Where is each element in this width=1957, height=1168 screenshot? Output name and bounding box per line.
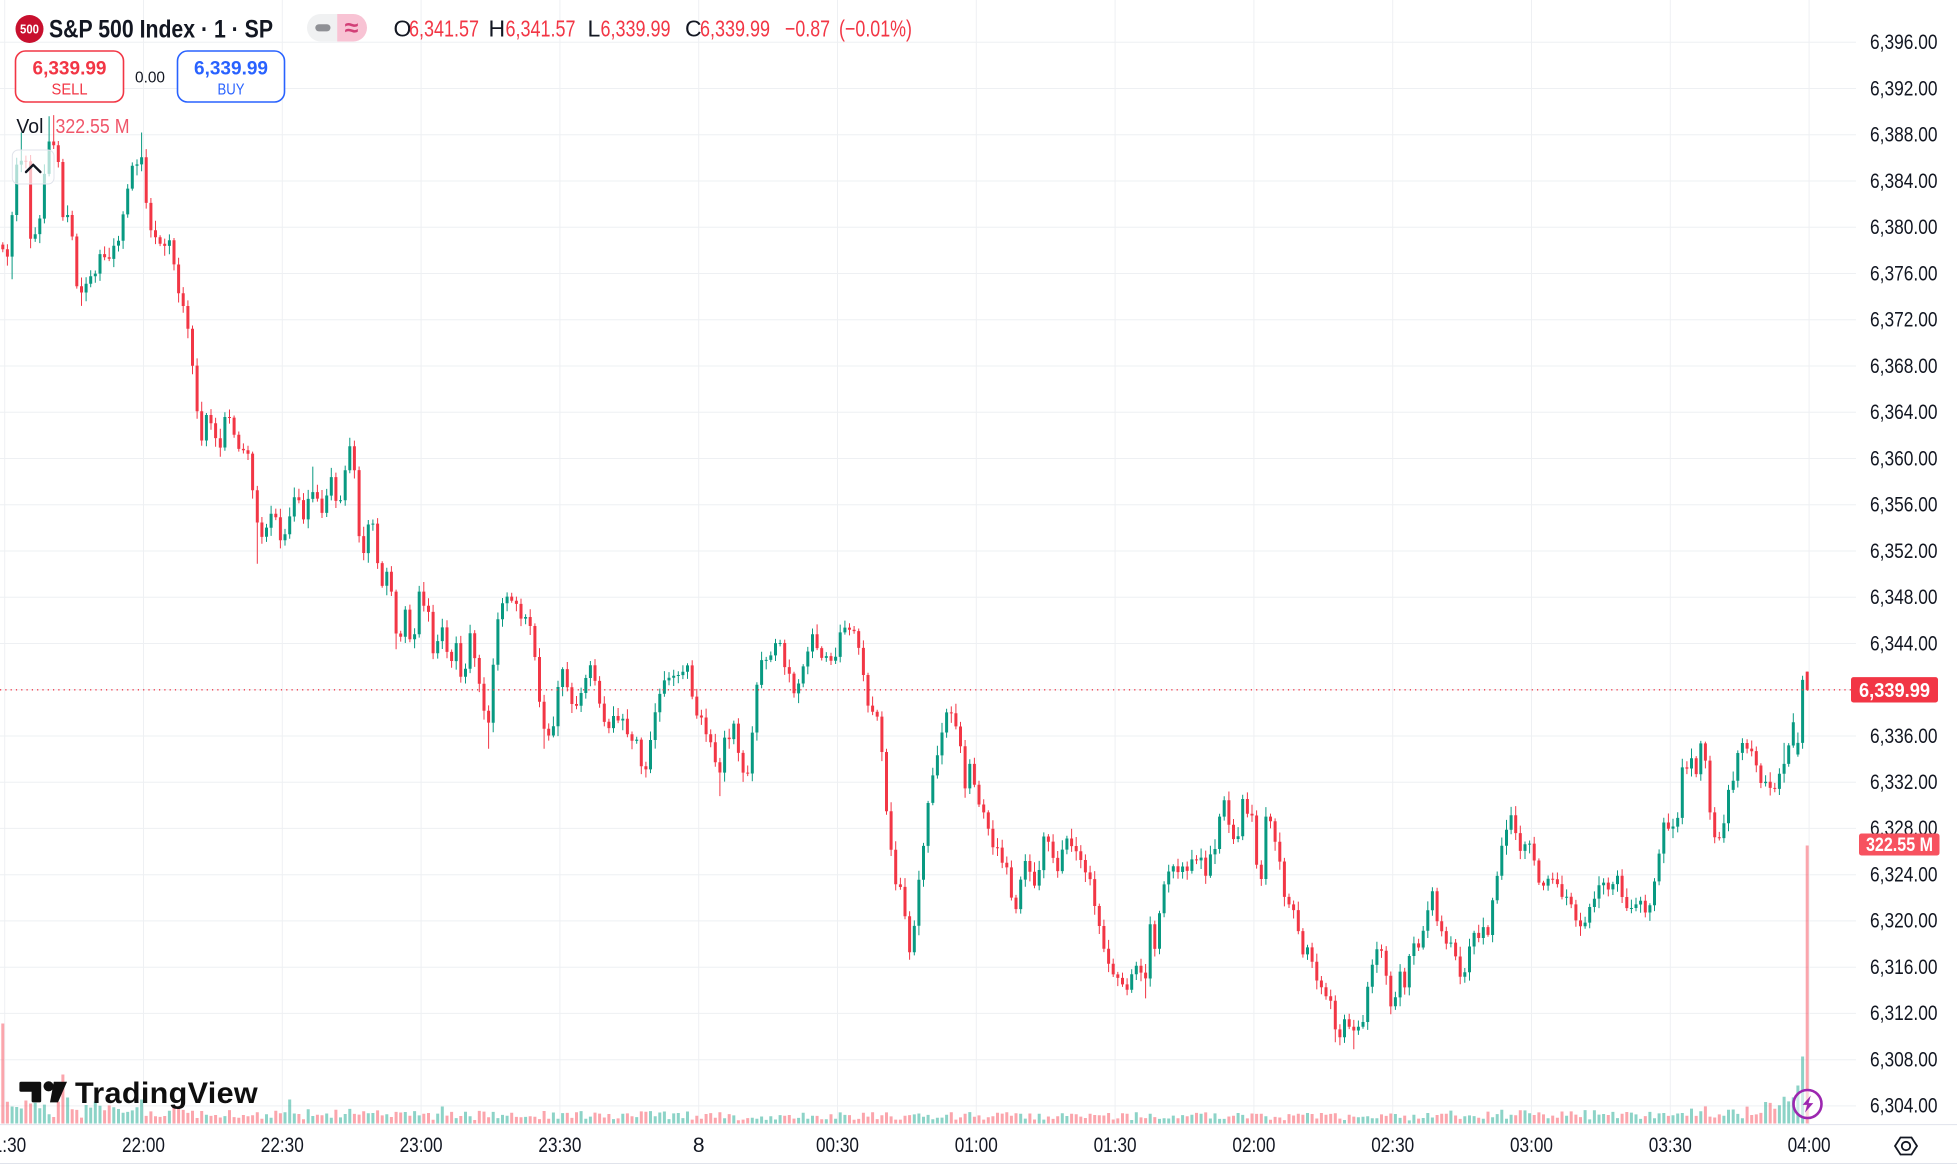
svg-text:02:30: 02:30 bbox=[1371, 1134, 1414, 1157]
svg-text:6,392.00: 6,392.00 bbox=[1870, 77, 1938, 100]
svg-text:322.55 M: 322.55 M bbox=[1866, 835, 1933, 856]
svg-text:6,384.00: 6,384.00 bbox=[1870, 170, 1938, 193]
svg-text:6,339.99: 6,339.99 bbox=[33, 59, 107, 80]
svg-text:6,341.57: 6,341.57 bbox=[506, 16, 576, 42]
svg-text:6,376.00: 6,376.00 bbox=[1870, 262, 1938, 285]
svg-text:322.55 M: 322.55 M bbox=[56, 116, 130, 138]
svg-text:TradingView: TradingView bbox=[75, 1077, 258, 1110]
svg-text:6,339.99: 6,339.99 bbox=[601, 16, 671, 42]
svg-text:6,364.00: 6,364.00 bbox=[1870, 401, 1938, 424]
svg-text:6,341.57: 6,341.57 bbox=[409, 16, 479, 42]
svg-text:23:30: 23:30 bbox=[538, 1134, 581, 1157]
svg-text:6,396.00: 6,396.00 bbox=[1870, 31, 1938, 54]
svg-text:03:00: 03:00 bbox=[1510, 1134, 1553, 1157]
svg-text:22:00: 22:00 bbox=[122, 1134, 165, 1157]
svg-text:6,316.00: 6,316.00 bbox=[1870, 956, 1938, 979]
svg-text:6,360.00: 6,360.00 bbox=[1870, 447, 1938, 470]
svg-text:00:30: 00:30 bbox=[816, 1134, 859, 1157]
svg-text:Vol: Vol bbox=[16, 116, 43, 138]
svg-text:≈: ≈ bbox=[345, 14, 359, 42]
svg-text:6,344.00: 6,344.00 bbox=[1870, 632, 1938, 655]
svg-text:S&P 500 Index · 1 · SP: S&P 500 Index · 1 · SP bbox=[49, 16, 273, 44]
svg-text:6,324.00: 6,324.00 bbox=[1870, 864, 1938, 887]
svg-text:O: O bbox=[394, 16, 412, 42]
svg-text:6,308.00: 6,308.00 bbox=[1870, 1049, 1938, 1072]
svg-text:6,372.00: 6,372.00 bbox=[1870, 309, 1938, 332]
svg-text:6,352.00: 6,352.00 bbox=[1870, 540, 1938, 563]
svg-text:21:30: 21:30 bbox=[0, 1134, 26, 1157]
svg-text:04:00: 04:00 bbox=[1788, 1134, 1831, 1157]
svg-text:6,336.00: 6,336.00 bbox=[1870, 725, 1938, 748]
svg-text:6,320.00: 6,320.00 bbox=[1870, 910, 1938, 933]
svg-text:C: C bbox=[685, 16, 702, 42]
svg-text:23:00: 23:00 bbox=[400, 1134, 443, 1157]
svg-text:6,332.00: 6,332.00 bbox=[1870, 771, 1938, 794]
svg-text:H: H bbox=[489, 16, 506, 42]
svg-text:6,339.99: 6,339.99 bbox=[700, 16, 770, 42]
svg-text:SELL: SELL bbox=[52, 82, 88, 99]
svg-text:8: 8 bbox=[693, 1134, 705, 1157]
svg-text:(−0.01%): (−0.01%) bbox=[839, 16, 912, 42]
svg-text:0.00: 0.00 bbox=[135, 70, 165, 87]
svg-text:6,312.00: 6,312.00 bbox=[1870, 1002, 1938, 1025]
svg-text:03:30: 03:30 bbox=[1649, 1134, 1692, 1157]
svg-text:L: L bbox=[588, 16, 601, 42]
svg-text:500: 500 bbox=[20, 23, 39, 37]
svg-text:6,339.99: 6,339.99 bbox=[1859, 680, 1930, 702]
svg-text:02:00: 02:00 bbox=[1232, 1134, 1275, 1157]
svg-text:6,380.00: 6,380.00 bbox=[1870, 216, 1938, 239]
svg-text:6,348.00: 6,348.00 bbox=[1870, 586, 1938, 609]
svg-text:BUY: BUY bbox=[218, 82, 245, 99]
svg-text:−0.87: −0.87 bbox=[785, 16, 830, 42]
svg-text:01:30: 01:30 bbox=[1094, 1134, 1137, 1157]
svg-text:01:00: 01:00 bbox=[955, 1134, 998, 1157]
svg-text:6,304.00: 6,304.00 bbox=[1870, 1095, 1938, 1118]
svg-text:22:30: 22:30 bbox=[261, 1134, 304, 1157]
svg-text:6,368.00: 6,368.00 bbox=[1870, 355, 1938, 378]
svg-text:6,339.99: 6,339.99 bbox=[194, 59, 268, 80]
svg-text:6,388.00: 6,388.00 bbox=[1870, 124, 1938, 147]
svg-text:6,356.00: 6,356.00 bbox=[1870, 494, 1938, 517]
